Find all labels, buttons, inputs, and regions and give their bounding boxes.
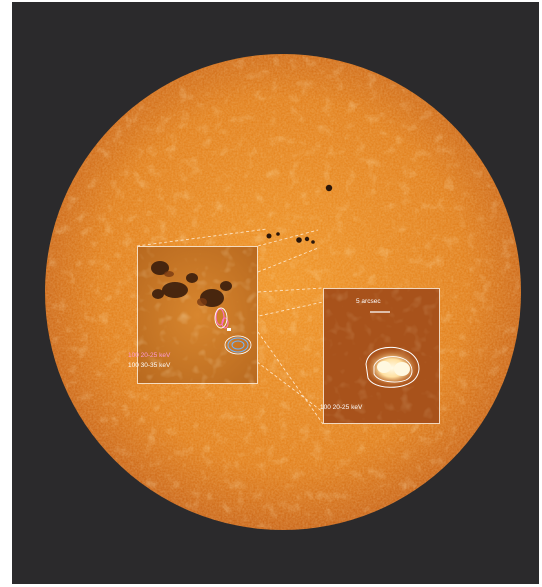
inset-left-frame: [137, 246, 258, 384]
inset-right-frame: [323, 288, 440, 424]
solar-disk: [45, 54, 521, 530]
scale-bar-label: 5 arcsec: [356, 298, 381, 305]
inset-left-image: [137, 246, 258, 384]
inset-left-label-2: 100 30-35 keV: [128, 362, 171, 369]
image-panel: [12, 2, 539, 584]
inset-right-label: 100 20-25 keV: [320, 404, 363, 411]
sunspots: [266, 184, 333, 244]
inset-left-label-1: 100 20-25 keV: [128, 352, 171, 359]
inset-right-image: [323, 288, 440, 424]
sun-image: [45, 54, 521, 530]
